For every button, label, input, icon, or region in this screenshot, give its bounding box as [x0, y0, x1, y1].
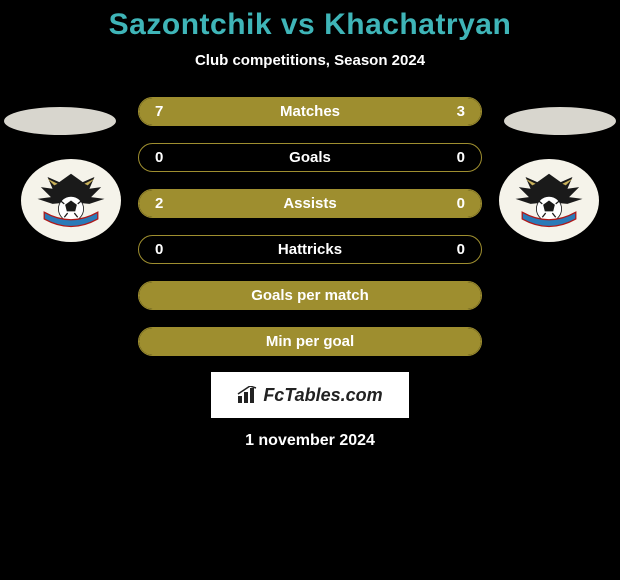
stat-label: Matches	[139, 98, 481, 125]
stat-label: Hattricks	[139, 236, 481, 263]
stat-row: Hattricks0 0	[138, 235, 482, 264]
stat-label: Goals per match	[139, 282, 481, 309]
stat-label: Assists	[139, 190, 481, 217]
stat-value-left: 2	[155, 190, 163, 217]
stat-row: Matches7 3	[138, 97, 482, 126]
stat-value-left: 0	[155, 144, 163, 171]
stat-row: Goals per match	[138, 281, 482, 310]
stat-row: Goals0 0	[138, 143, 482, 172]
stat-row: Assists2 0	[138, 189, 482, 218]
branding-text: FcTables.com	[263, 385, 382, 406]
stat-label: Min per goal	[139, 328, 481, 355]
stats-area: Matches73Goals00Assists20Hattricks00Goal…	[0, 97, 620, 356]
subtitle: Club competitions, Season 2024	[0, 52, 620, 69]
crest-icon	[29, 167, 113, 234]
stat-value-right: 0	[457, 144, 465, 171]
stat-value-right: 3	[457, 98, 465, 125]
stat-value-right: 0	[457, 190, 465, 217]
root: Sazontchik vs Khachatryan Club competiti…	[0, 0, 620, 450]
player-left-ellipse	[4, 107, 116, 135]
stat-value-right: 0	[457, 236, 465, 263]
date-label: 1 november 2024	[0, 432, 620, 450]
stat-label: Goals	[139, 144, 481, 171]
club-crest-left	[21, 159, 121, 242]
stat-row: Min per goal	[138, 327, 482, 356]
stat-rows: Matches73Goals00Assists20Hattricks00Goal…	[138, 97, 482, 356]
stat-value-left: 7	[155, 98, 163, 125]
club-crest-right	[499, 159, 599, 242]
page-title: Sazontchik vs Khachatryan	[0, 8, 620, 42]
stat-value-left: 0	[155, 236, 163, 263]
branding-badge[interactable]: FcTables.com	[211, 372, 409, 418]
player-right-ellipse	[504, 107, 616, 135]
chart-icon	[237, 386, 259, 404]
crest-icon	[507, 167, 591, 234]
